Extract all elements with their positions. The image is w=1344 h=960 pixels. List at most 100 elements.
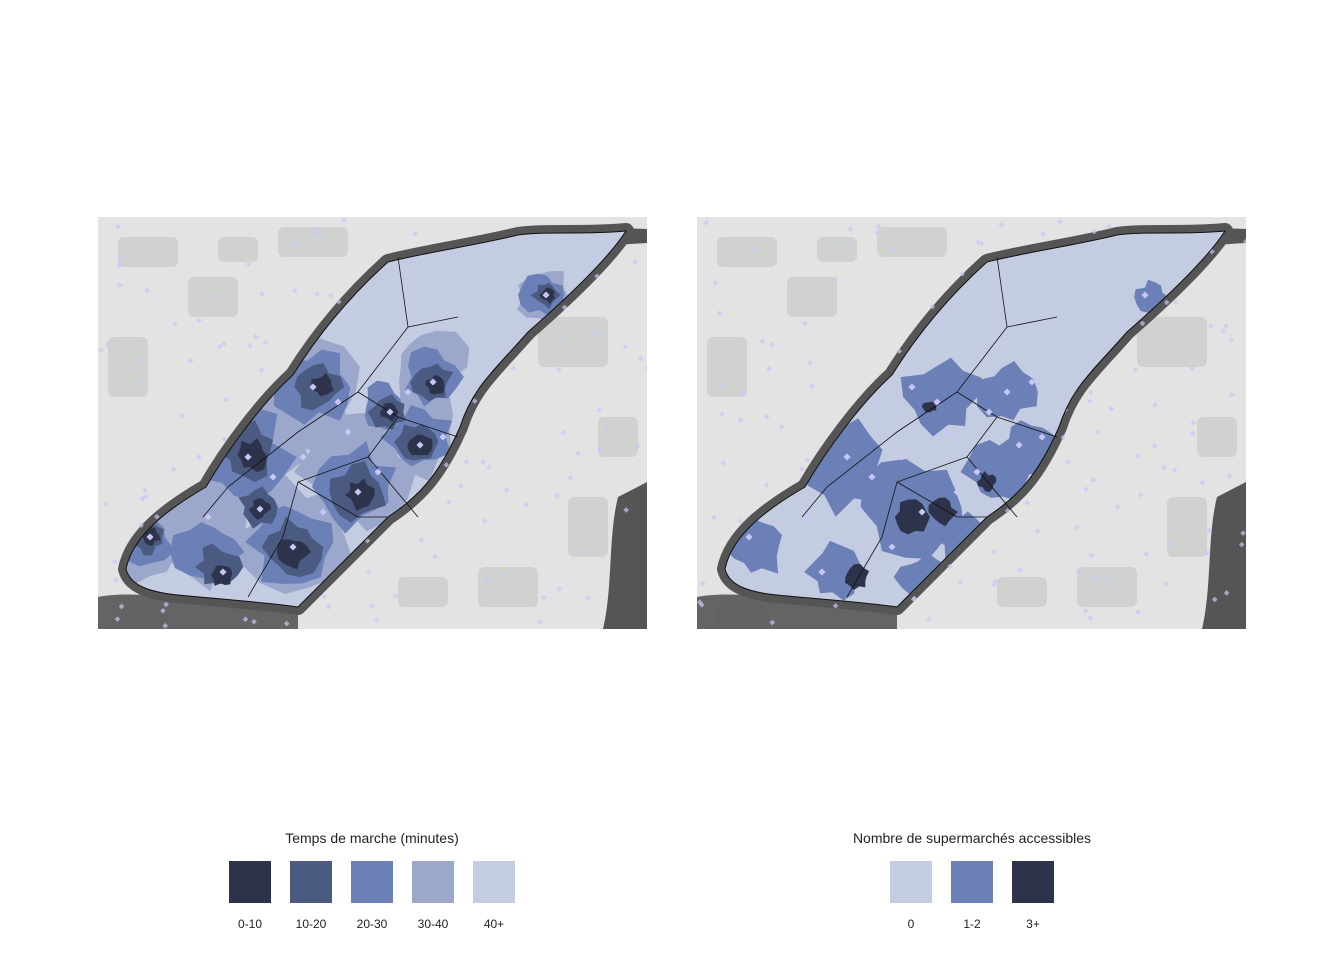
park-area bbox=[118, 237, 178, 267]
store-dot-offisland bbox=[163, 601, 169, 608]
river-east bbox=[603, 482, 647, 629]
store-dot-offisland bbox=[1143, 551, 1150, 558]
store-dot-offisland bbox=[947, 563, 953, 570]
supermarket-markers bbox=[146, 291, 550, 576]
district-boundary bbox=[1006, 316, 1058, 328]
park-area bbox=[707, 337, 747, 397]
park-area bbox=[108, 337, 148, 397]
store-dot-offisland bbox=[316, 232, 323, 239]
supermarket-marker bbox=[386, 408, 394, 416]
legend-item: 1-2 bbox=[951, 861, 993, 931]
store-dot-offisland bbox=[1088, 552, 1095, 559]
store-dot-offisland bbox=[1172, 299, 1179, 306]
park-area bbox=[997, 577, 1047, 607]
store-dot-offisland bbox=[1226, 472, 1233, 479]
zone-0-10 bbox=[276, 539, 311, 570]
zone-0-10 bbox=[425, 375, 445, 395]
district-boundary bbox=[896, 481, 987, 518]
store-dot-offisland bbox=[443, 462, 450, 468]
store-dot-offisland bbox=[832, 602, 839, 609]
store-dot-offisland bbox=[195, 454, 202, 460]
store-dot-offisland bbox=[594, 329, 600, 336]
store-dot-offisland bbox=[314, 291, 321, 298]
store-dot-offisland bbox=[1024, 500, 1030, 506]
district-boundary bbox=[407, 316, 459, 328]
store-dot-offisland bbox=[929, 303, 936, 310]
store-dot-offisland bbox=[374, 617, 380, 624]
legend-swatch bbox=[473, 861, 515, 903]
district-boundary bbox=[801, 391, 958, 518]
district-boundaries bbox=[202, 256, 459, 598]
store-dot-offisland bbox=[697, 599, 703, 606]
store-dot-offisland bbox=[710, 514, 717, 521]
store-dot-offisland bbox=[1092, 575, 1099, 582]
supermarket-marker bbox=[888, 543, 896, 551]
district-boundary bbox=[357, 256, 419, 518]
supermarket-marker bbox=[843, 453, 851, 461]
store-dot-offisland bbox=[594, 273, 601, 280]
park-area bbox=[717, 237, 777, 267]
supermarket-marker bbox=[953, 488, 961, 496]
park-area bbox=[278, 227, 348, 257]
supermarket-marker bbox=[985, 408, 993, 416]
store-dot-offisland bbox=[486, 464, 493, 471]
park-area bbox=[1197, 417, 1237, 457]
store-dot-offisland bbox=[1108, 405, 1114, 412]
store-dot-offisland bbox=[766, 365, 772, 372]
supermarket-marker bbox=[256, 505, 264, 513]
store-dot-offisland bbox=[171, 320, 178, 327]
store-dot-offisland bbox=[1134, 453, 1141, 459]
store-dot-offisland bbox=[959, 271, 966, 277]
store-dot-offisland bbox=[623, 507, 630, 513]
store-dot-offisland bbox=[925, 616, 932, 623]
supermarket-marker bbox=[803, 513, 811, 521]
supermarket-marker bbox=[374, 468, 382, 476]
legend-item: 20-30 bbox=[351, 861, 393, 931]
store-dot-offisland bbox=[1190, 419, 1197, 426]
park-area bbox=[478, 567, 538, 607]
park-area bbox=[817, 237, 857, 262]
zone-3+ bbox=[977, 471, 997, 493]
store-dot-offisland bbox=[1087, 614, 1094, 621]
supermarket-marker bbox=[204, 513, 212, 521]
store-dot-offisland bbox=[291, 287, 298, 294]
supermarket-marker bbox=[146, 533, 154, 541]
map-walking-time bbox=[98, 217, 647, 629]
district-boundary bbox=[297, 481, 388, 518]
map-supermarket-count bbox=[697, 217, 1246, 629]
store-dot-offisland bbox=[802, 320, 808, 327]
zone-1-2 bbox=[804, 540, 863, 601]
store-dot-offisland bbox=[1220, 328, 1227, 334]
store-dot-offisland bbox=[808, 383, 815, 390]
supermarket-marker bbox=[404, 388, 412, 396]
store-dot-offisland bbox=[221, 436, 228, 443]
district-boundary bbox=[397, 416, 459, 438]
store-dot-offisland bbox=[283, 620, 290, 627]
legend-item: 10-20 bbox=[290, 861, 332, 931]
store-dot-offisland bbox=[769, 619, 776, 626]
store-dot-offisland bbox=[446, 499, 452, 505]
store-dot-offisland bbox=[252, 333, 259, 340]
legend-label: 40+ bbox=[483, 917, 505, 931]
store-dot-offisland bbox=[556, 586, 563, 592]
supermarket-marker bbox=[429, 378, 437, 386]
store-dot-offisland bbox=[875, 223, 882, 230]
island-outline bbox=[125, 230, 627, 608]
legend-swatch bbox=[1012, 861, 1054, 903]
supermarket-marker bbox=[309, 383, 317, 391]
store-dot-offisland bbox=[567, 474, 574, 481]
island-outline bbox=[724, 230, 1226, 608]
legend-swatch bbox=[351, 861, 393, 903]
store-dot-offisland bbox=[718, 382, 724, 388]
supermarket-marker bbox=[289, 543, 297, 551]
store-dot-offisland bbox=[457, 483, 464, 489]
legend-items: 0 1-2 3+ bbox=[836, 861, 1108, 931]
island-base bbox=[725, 231, 1225, 607]
store-dot-offisland bbox=[1151, 442, 1158, 449]
supermarket-marker bbox=[868, 473, 876, 481]
store-dot-offisland bbox=[556, 366, 562, 373]
store-dot-offisland bbox=[1223, 322, 1229, 329]
store-dot-offisland bbox=[503, 487, 510, 493]
legend-title: Nombre de supermarchés accessibles bbox=[852, 830, 1092, 846]
store-dot-offisland bbox=[118, 603, 125, 610]
